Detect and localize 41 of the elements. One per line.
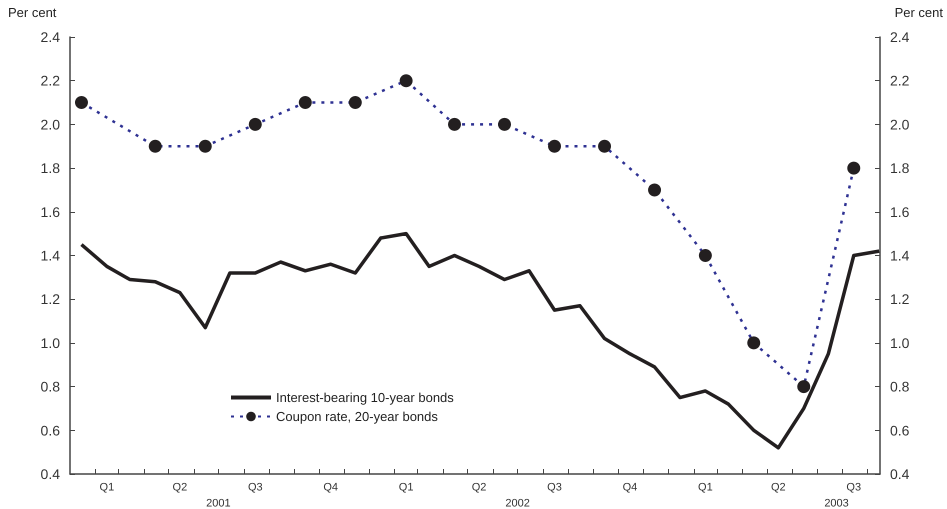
x-tick-label: Q1 <box>100 482 114 494</box>
y-tick-label: 0.8 <box>40 378 60 395</box>
x-tick-label: Q3 <box>248 482 263 494</box>
x2-tick-label: 2002 <box>505 498 530 509</box>
x-tick-label: Q2 <box>472 482 486 494</box>
y-tick-label: 1.0 <box>40 334 60 351</box>
line-series <box>80 232 881 450</box>
y2-tick-label: 1.6 <box>890 204 910 220</box>
y2-tick-label: 2.4 <box>890 29 910 45</box>
y2-tick-label: 0.4 <box>890 466 910 482</box>
x-tick-label: Q2 <box>770 482 786 494</box>
legend-label: Coupon rate, 20-year bonds <box>276 409 438 424</box>
y2-tick-label: 1.4 <box>890 248 910 264</box>
y-tick-label: 1.6 <box>40 204 60 220</box>
x-tick-label: Q1 <box>698 482 713 494</box>
y2-tick-label: 1.8 <box>890 160 910 176</box>
y2-tick-label: 0.8 <box>890 378 910 395</box>
x-tick-label: Q3 <box>846 482 862 494</box>
y2-tick-label: 0.6 <box>890 422 910 438</box>
y-tick-label: 1.4 <box>40 248 60 264</box>
y-tick-label: 2.2 <box>40 72 60 89</box>
y2-tick-label: 2.2 <box>890 72 910 89</box>
y-tick-label: 1.8 <box>40 160 60 176</box>
x-tick-label: Q1 <box>398 482 414 494</box>
y-tick-label: 2.4 <box>40 29 60 45</box>
y2-axis-title: Per cent <box>894 5 944 20</box>
x2-tick-label: 2001 <box>206 498 231 509</box>
y-tick-label: 0.6 <box>40 422 60 438</box>
x-tick-label: Q2 <box>172 482 188 494</box>
x-tick-label: Q3 <box>547 482 562 494</box>
x-tick-label: Q4 <box>323 482 338 494</box>
x-tick-label: Q4 <box>622 482 638 494</box>
x2-tick-label: 2003 <box>824 498 849 509</box>
y-tick-label: 0.4 <box>40 466 60 482</box>
y-axis-title: Per cent <box>8 5 57 20</box>
y2-tick-label: 1.0 <box>890 334 910 351</box>
y2-tick-label: 1.2 <box>890 291 910 308</box>
y-tick-label: 1.2 <box>40 291 60 308</box>
y-tick-label: 2.0 <box>40 116 60 132</box>
legend-label: Interest-bearing 10-year bonds <box>276 390 454 405</box>
y2-tick-label: 2.0 <box>890 116 910 132</box>
